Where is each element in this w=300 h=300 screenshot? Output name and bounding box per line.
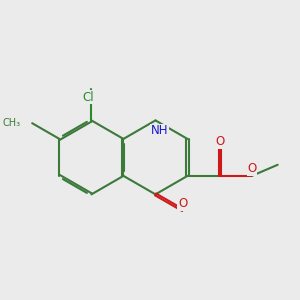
Text: Cl: Cl: [82, 91, 94, 103]
Text: CH₃: CH₃: [3, 118, 21, 128]
Text: O: O: [247, 162, 256, 175]
Text: O: O: [215, 135, 224, 148]
Text: NH: NH: [150, 124, 168, 137]
Text: O: O: [178, 197, 187, 210]
